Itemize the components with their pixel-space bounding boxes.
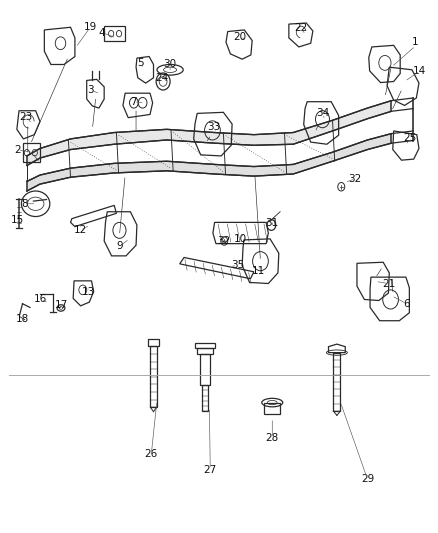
Text: 9: 9 (116, 241, 123, 251)
Text: 19: 19 (84, 22, 97, 33)
Bar (150, 346, 156, 407)
Text: 24: 24 (155, 73, 169, 83)
Text: 29: 29 (361, 474, 374, 484)
Text: 1: 1 (412, 37, 419, 47)
Polygon shape (27, 101, 392, 165)
Bar (333, 353, 340, 411)
Text: 23: 23 (19, 111, 33, 122)
Text: 22: 22 (294, 23, 308, 34)
Text: 28: 28 (265, 433, 279, 443)
Bar (148, 339, 159, 346)
Text: 32: 32 (218, 236, 231, 246)
Text: 20: 20 (233, 32, 247, 42)
Text: 21: 21 (382, 279, 395, 288)
Bar (200, 354, 210, 385)
Text: 2: 2 (14, 144, 21, 155)
Text: 33: 33 (207, 122, 220, 132)
Text: 8: 8 (21, 199, 28, 209)
Text: 13: 13 (81, 287, 95, 297)
Text: 4: 4 (99, 28, 105, 38)
Text: 17: 17 (55, 300, 68, 310)
Text: 5: 5 (137, 59, 144, 68)
Text: 27: 27 (204, 465, 217, 474)
Text: 11: 11 (252, 266, 265, 276)
Text: 7: 7 (131, 96, 137, 107)
Text: 14: 14 (413, 66, 427, 76)
Text: 10: 10 (233, 234, 247, 244)
Text: 18: 18 (16, 313, 29, 324)
Text: 3: 3 (87, 85, 93, 95)
Text: 26: 26 (145, 449, 158, 458)
Text: 31: 31 (265, 218, 279, 228)
Text: 16: 16 (34, 294, 47, 304)
Bar (201, 385, 208, 411)
Bar (265, 402, 280, 414)
Bar (198, 348, 213, 354)
Text: 35: 35 (231, 261, 244, 270)
Bar (195, 343, 215, 348)
Text: 6: 6 (403, 298, 410, 309)
Text: 25: 25 (403, 133, 417, 143)
Text: 12: 12 (74, 225, 87, 236)
Text: 32: 32 (349, 174, 362, 184)
Text: 34: 34 (316, 108, 329, 118)
Text: 15: 15 (11, 215, 24, 225)
Text: 30: 30 (163, 60, 177, 69)
Polygon shape (27, 134, 392, 191)
